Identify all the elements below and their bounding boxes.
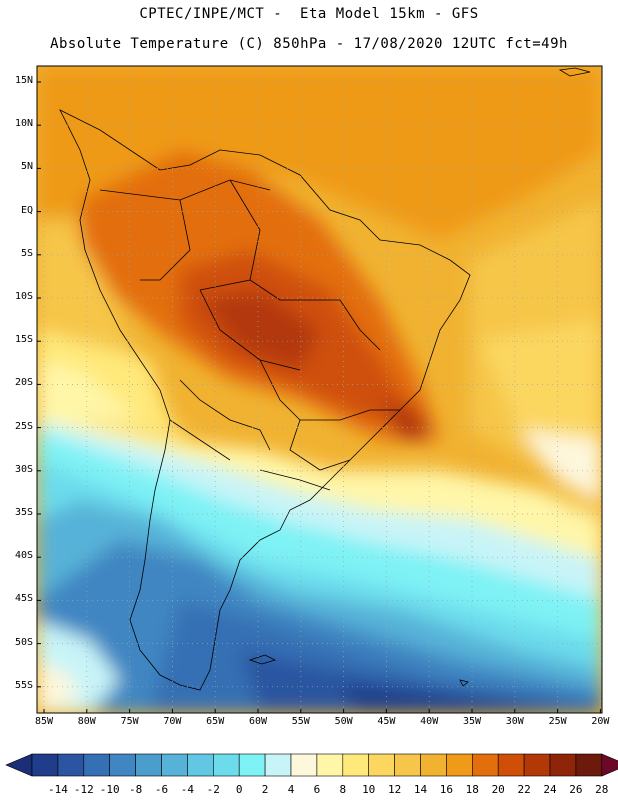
colorbar-tick-label: 12 bbox=[387, 783, 402, 796]
colorbar-tick-label: 24 bbox=[543, 783, 557, 796]
colorbar-tick-label: 18 bbox=[465, 783, 479, 796]
latitude-label: 55S bbox=[14, 679, 33, 691]
colorbar-tick-label: 26 bbox=[569, 783, 583, 796]
colorbar-swatch bbox=[187, 753, 214, 777]
colorbar-swatch bbox=[57, 753, 85, 777]
colorbar-swatch bbox=[264, 753, 292, 777]
latitude-label: 10N bbox=[14, 118, 33, 130]
colorbar-tick-label: 2 bbox=[261, 783, 269, 796]
latitude-label: 15N bbox=[14, 75, 33, 86]
colorbar-swatch bbox=[290, 753, 318, 777]
colorbar-swatch bbox=[238, 753, 266, 777]
colorbar-tick-label: 8 bbox=[339, 783, 347, 796]
longitude-label: 45W bbox=[377, 716, 396, 727]
colorbar-swatch bbox=[549, 753, 577, 777]
colorbar-tick-label: 14 bbox=[413, 783, 428, 796]
map-title-line-1: CPTEC/INPE/MCT - Eta Model 15km - GFS bbox=[139, 6, 479, 22]
latitude-label: 5N bbox=[20, 161, 33, 173]
colorbar-swatch bbox=[575, 753, 603, 777]
colorbar-swatch bbox=[109, 753, 136, 777]
colorbar-swatch bbox=[368, 753, 395, 777]
longitude-label: 60W bbox=[248, 716, 268, 727]
colorbar-tick-label: -8 bbox=[128, 783, 143, 796]
colorbar-tick-label: 22 bbox=[517, 783, 531, 796]
latitude-label: 5S bbox=[20, 247, 33, 259]
latitude-label: EQ bbox=[20, 204, 33, 216]
colorbar-swatch bbox=[213, 753, 240, 777]
colorbar-swatch bbox=[31, 753, 59, 777]
longitude-label: 75W bbox=[120, 716, 139, 727]
colorbar-tick-label: -2 bbox=[206, 783, 220, 796]
colorbar-tick-label: 16 bbox=[439, 783, 454, 796]
longitude-label: 20W bbox=[591, 716, 610, 727]
colorbar-tick-label: -12 bbox=[73, 783, 94, 796]
colorbar-tick-label: -4 bbox=[180, 783, 195, 796]
coordinate-grid bbox=[37, 66, 602, 713]
colorbar-tick-label: 20 bbox=[491, 783, 505, 796]
longitude-label: 30W bbox=[505, 716, 524, 727]
colorbar-tick-label: -6 bbox=[154, 783, 169, 796]
colorbar-tick-label: 10 bbox=[362, 783, 376, 796]
longitude-label: 25W bbox=[548, 716, 567, 727]
colorbar-swatch bbox=[135, 753, 162, 777]
colorbar-swatch bbox=[161, 753, 188, 777]
colorbar-swatch bbox=[394, 753, 421, 777]
colorbar-swatch bbox=[83, 753, 111, 777]
colorbar-tick-label: -14 bbox=[47, 783, 68, 796]
longitude-label: 50W bbox=[334, 716, 353, 727]
longitude-label: 80W bbox=[77, 716, 96, 727]
colorbar-swatch bbox=[471, 753, 499, 777]
latitude-label: 25S bbox=[14, 420, 33, 432]
colorbar-under-arrow bbox=[5, 753, 33, 777]
latitude-label: 15S bbox=[14, 334, 33, 346]
latitude-label: 10S bbox=[14, 291, 33, 302]
colorbar-swatch bbox=[497, 753, 525, 777]
colorbar-tick-label: 28 bbox=[595, 783, 609, 796]
colorbar-over-arrow bbox=[601, 753, 618, 777]
colorbar-swatch bbox=[316, 753, 344, 777]
temperature-field bbox=[37, 66, 602, 713]
longitude-label: 55W bbox=[291, 716, 310, 727]
coastlines bbox=[59, 109, 471, 691]
colorbar-swatch bbox=[446, 753, 473, 777]
longitude-label: 35W bbox=[462, 716, 482, 727]
colorbar-swatch bbox=[420, 753, 447, 777]
longitude-label: 40W bbox=[420, 716, 439, 727]
longitude-label: 65W bbox=[206, 716, 225, 727]
colorbar-tick-label: -10 bbox=[99, 783, 120, 796]
latitude-label: 45S bbox=[14, 593, 33, 605]
latitude-label: 35S bbox=[14, 507, 33, 518]
map-title-line-2: Absolute Temperature (C) 850hPa - 17/08/… bbox=[50, 36, 568, 52]
latitude-label: 40S bbox=[14, 550, 33, 562]
colorbar-tick-label: 0 bbox=[235, 783, 243, 796]
latitude-label: 50S bbox=[14, 636, 33, 648]
longitude-label: 85W bbox=[34, 716, 54, 727]
colorbar-tick-label: 4 bbox=[287, 783, 295, 796]
latitude-label: 30S bbox=[14, 463, 33, 475]
latitude-label: 20S bbox=[14, 377, 33, 389]
map-frame bbox=[36, 65, 603, 714]
colorbar-tick-label: 6 bbox=[313, 783, 321, 796]
colorbar-swatch bbox=[342, 753, 369, 777]
longitude-label: 70W bbox=[163, 716, 182, 727]
colorbar-swatch bbox=[523, 753, 551, 777]
